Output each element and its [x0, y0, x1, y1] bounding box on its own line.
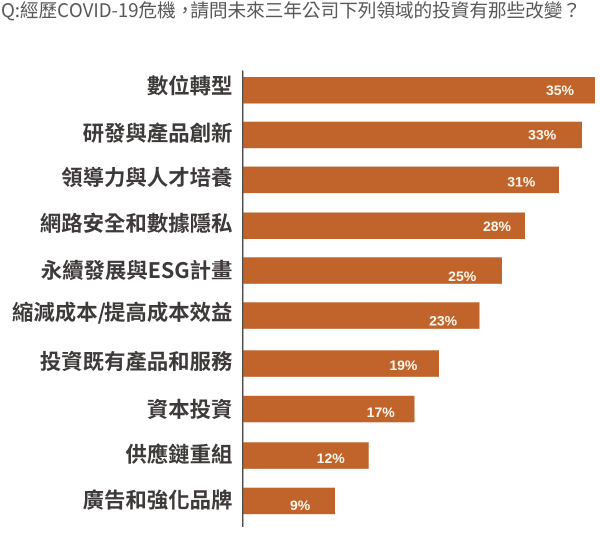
svg-text:23%: 23%: [429, 313, 458, 329]
svg-text:33%: 33%: [528, 127, 557, 143]
svg-text:28%: 28%: [483, 218, 512, 234]
svg-text:35%: 35%: [546, 82, 575, 98]
svg-text:12%: 12%: [317, 450, 346, 466]
svg-text:17%: 17%: [367, 404, 396, 420]
svg-text:31%: 31%: [507, 174, 536, 190]
svg-text:25%: 25%: [448, 268, 477, 284]
svg-text:19%: 19%: [389, 357, 418, 373]
svg-text:9%: 9%: [290, 497, 311, 513]
